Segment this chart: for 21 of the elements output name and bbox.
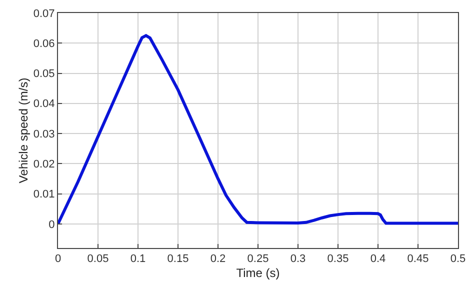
y-tick-label: 0.03 xyxy=(33,128,55,140)
x-tick-label: 0.35 xyxy=(327,253,349,266)
x-tick-label: 0.05 xyxy=(87,253,109,266)
x-tick-label: 0.25 xyxy=(247,253,269,266)
x-tick-label: 0.3 xyxy=(290,253,306,266)
x-tick-label: 0.2 xyxy=(210,253,226,266)
y-tick-label: 0.04 xyxy=(33,98,55,110)
x-tick-label: 0.1 xyxy=(130,253,146,266)
line-series xyxy=(58,34,458,226)
y-tick-label: 0.05 xyxy=(33,68,55,80)
y-axis-title: Vehicle speed (m/s) xyxy=(16,78,31,184)
x-tick-label: 0.45 xyxy=(407,253,429,266)
y-tick-label: 0.02 xyxy=(33,158,55,170)
y-tick-label: 0.07 xyxy=(33,8,55,20)
x-tick-label: 0.4 xyxy=(370,253,386,266)
y-tick-label: 0.06 xyxy=(33,38,55,50)
x-tick-label: 0.15 xyxy=(167,253,189,266)
y-tick-label: 0.01 xyxy=(33,188,55,201)
y-tick-label: 0 xyxy=(48,218,55,231)
x-axis-title: Time (s) xyxy=(236,266,280,280)
x-tick-label: 0.5 xyxy=(450,253,466,266)
